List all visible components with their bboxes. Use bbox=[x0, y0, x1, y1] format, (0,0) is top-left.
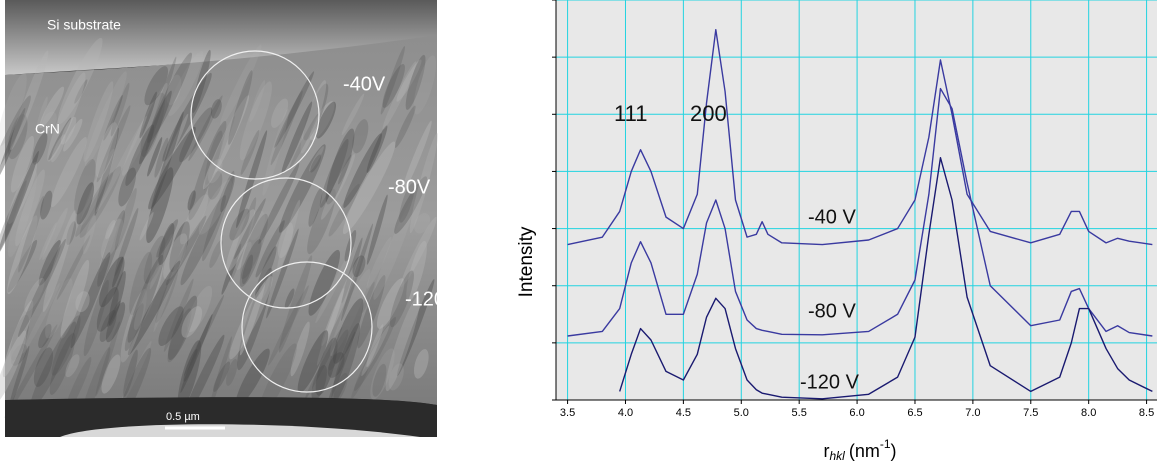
x-label-part: (nm bbox=[849, 441, 880, 461]
plot-background bbox=[556, 0, 1157, 400]
x-tick-label: 5.5 bbox=[792, 407, 807, 419]
x-label-part: ) bbox=[891, 441, 897, 461]
x-tick-label: 4.5 bbox=[676, 407, 691, 419]
micrograph: Si substrate CrN -40V -80V -120V 0.5 µm bbox=[0, 0, 459, 437]
page: {"micrograph": {"labels": ["Si substrate… bbox=[0, 0, 1159, 467]
x-tick-label: 6.0 bbox=[849, 407, 864, 419]
annotation: -80 V bbox=[808, 300, 856, 322]
annotation: -40 V bbox=[808, 206, 856, 228]
x-tick-label: 5.0 bbox=[734, 407, 749, 419]
annotation: -120 V bbox=[800, 371, 860, 393]
label: Si substrate bbox=[47, 17, 121, 33]
x-axis-label: rhkl(nm-1) bbox=[823, 437, 896, 463]
x-tick-label: 8.5 bbox=[1139, 407, 1154, 419]
x-tick-label: 4.0 bbox=[618, 407, 633, 419]
x-tick-label: 6.5 bbox=[907, 407, 922, 419]
x-tick-label: 3.5 bbox=[560, 407, 575, 419]
x-tick-label: 7.0 bbox=[965, 407, 980, 419]
x-label-part: -1 bbox=[880, 437, 891, 451]
annotation: 111 bbox=[614, 101, 647, 126]
label: -120V bbox=[405, 288, 459, 310]
x-tick-label: 7.5 bbox=[1023, 407, 1038, 419]
scale-label: 0.5 µm bbox=[166, 411, 200, 423]
label: -80V bbox=[388, 176, 431, 198]
x-label-part: hkl bbox=[829, 449, 845, 463]
annotation: 200 bbox=[690, 101, 727, 126]
y-axis-label: Intensity bbox=[516, 226, 537, 297]
label: -40V bbox=[343, 73, 386, 95]
x-tick-label: 8.0 bbox=[1081, 407, 1096, 419]
figure: Si substrate CrN -40V -80V -120V 0.5 µm … bbox=[0, 0, 1159, 467]
chart: 3.5 4.0 4.5 5.0 5.5 6.0 6.5 7.0 7.5 8.0 8.5 111 200 -… bbox=[516, 0, 1157, 463]
label: CrN bbox=[35, 121, 60, 137]
